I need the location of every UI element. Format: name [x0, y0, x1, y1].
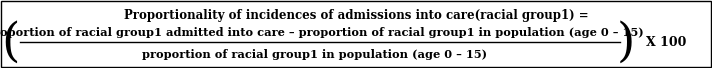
Text: ): ) — [617, 20, 635, 66]
FancyBboxPatch shape — [1, 1, 711, 67]
Text: proportion of racial group1 in population (age 0 – 15): proportion of racial group1 in populatio… — [142, 48, 488, 60]
Text: proportion of racial group1 admitted into care – proportion of racial group1 in : proportion of racial group1 admitted int… — [0, 27, 644, 37]
Text: X 100: X 100 — [646, 37, 686, 50]
Text: Proportionality of incidences of admissions into care(racial group1) =: Proportionality of incidences of admissi… — [124, 10, 588, 23]
Text: (: ( — [1, 20, 19, 66]
